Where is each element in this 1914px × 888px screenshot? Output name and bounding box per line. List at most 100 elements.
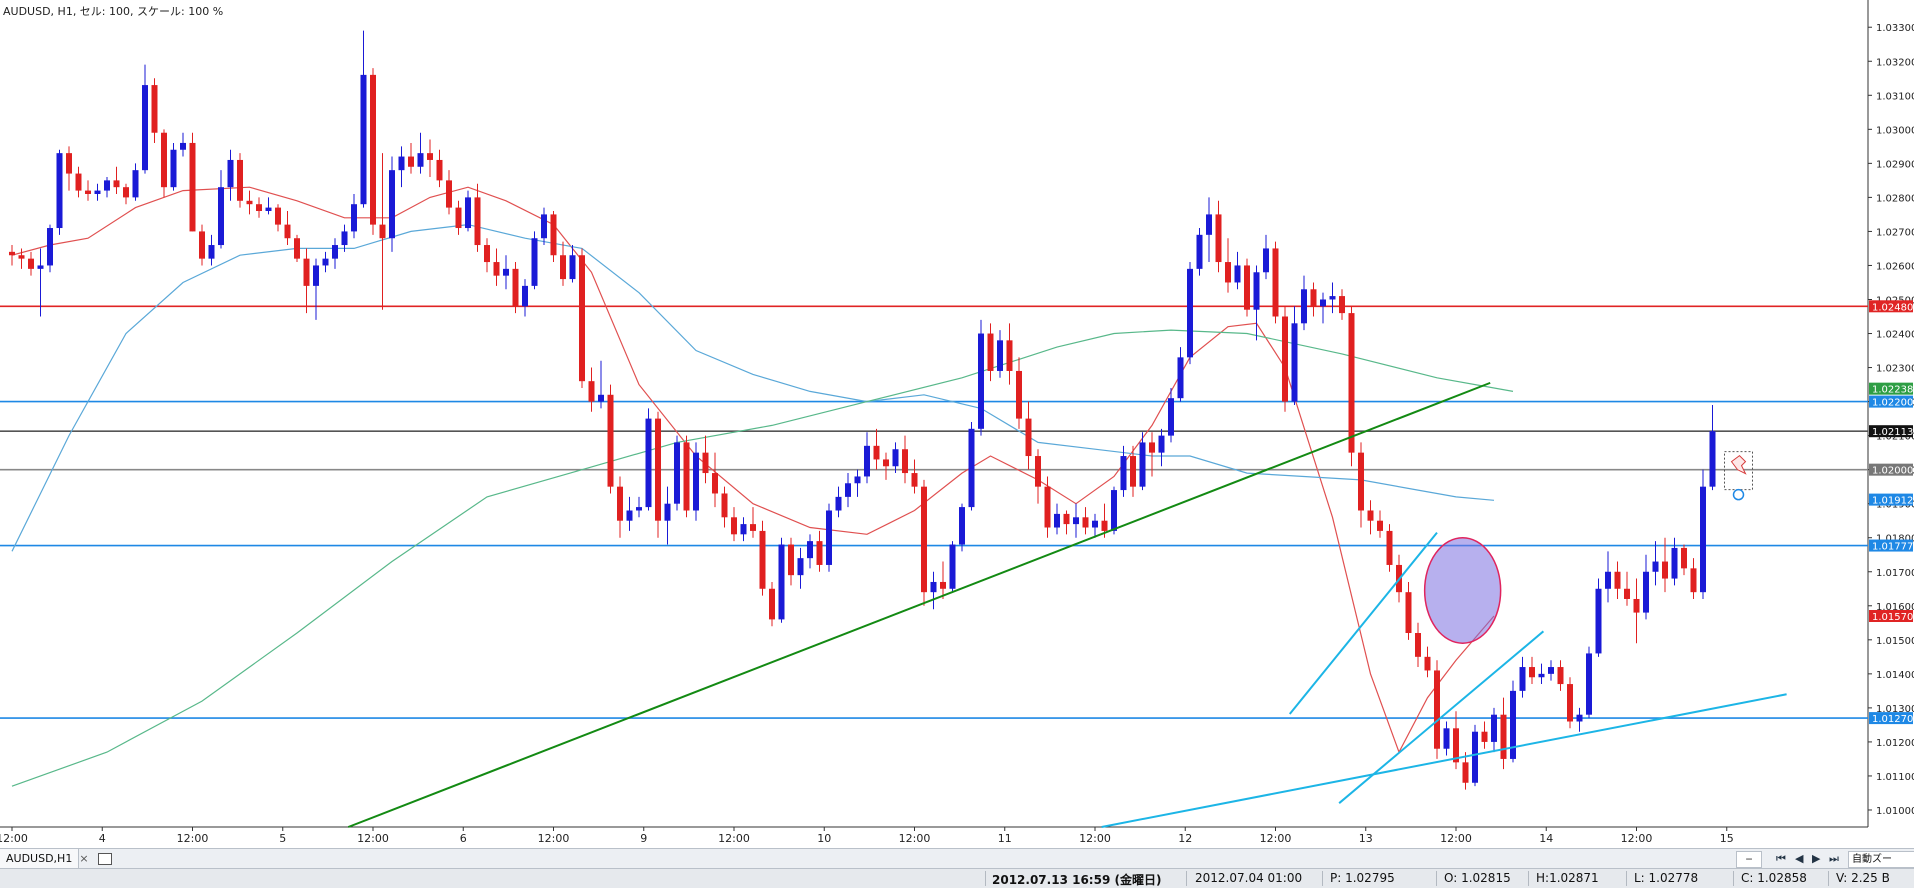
candle-body — [788, 544, 794, 576]
candle-body — [731, 517, 737, 535]
candle-body — [341, 231, 348, 246]
price-tag — [1869, 382, 1913, 395]
trend-line[interactable] — [1101, 693, 1787, 828]
candle-body — [104, 180, 110, 191]
last-page-icon[interactable]: ⏭ — [1829, 852, 1839, 865]
candle-body — [1016, 370, 1022, 419]
chart-canvas[interactable]: 1.01000 1.01100 1.01200 1.01300 1.01400 1.015… — [0, 0, 1914, 848]
prev-page-icon[interactable]: ◀ — [1795, 852, 1804, 865]
candle-body — [1405, 592, 1412, 634]
x-tick-label: 12:00 — [357, 832, 389, 845]
candle-body — [1006, 340, 1013, 371]
candle-body — [588, 381, 595, 402]
candle-body — [1548, 667, 1554, 674]
candle-body — [1462, 762, 1469, 783]
candle-body — [1434, 670, 1440, 749]
candle-body — [1187, 268, 1193, 358]
candle-body — [911, 473, 918, 487]
candle-body — [664, 503, 671, 521]
candle-body — [750, 524, 756, 531]
candle-body — [379, 224, 386, 239]
tab-close-icon[interactable]: × — [79, 852, 89, 865]
x-tick-label: 12:00 — [177, 832, 209, 845]
candle-body — [1082, 517, 1089, 528]
first-page-icon[interactable]: ⏮ — [1776, 852, 1786, 865]
auto-scroll-button[interactable]: 自動ズー — [1848, 851, 1914, 868]
candle-body — [1329, 296, 1336, 300]
status-bar: 2012.07.13 16:59 (金曜日) 2012.07.04 01:00 … — [0, 868, 1914, 888]
price-tag-label: 1.01912 — [1872, 496, 1913, 507]
y-tick-label: 1.01700 — [1876, 568, 1914, 579]
candle-body — [1491, 714, 1497, 742]
candle-body — [360, 74, 367, 205]
y-tick-label: 1.01000 — [1876, 806, 1914, 817]
x-tick-label: 12:00 — [718, 832, 750, 845]
candle-body — [284, 224, 291, 239]
price-tag-label: 1.02480 — [1872, 302, 1913, 313]
price-chart[interactable]: 1.01000 1.01100 1.01200 1.01300 1.01400 1.015… — [0, 0, 1914, 848]
candle-body — [645, 418, 652, 508]
candle-body — [1168, 398, 1174, 436]
x-tick-label: 11 — [998, 832, 1012, 845]
y-tick-label: 1.03100 — [1876, 91, 1914, 102]
zoom-out-button[interactable]: − — [1736, 851, 1762, 868]
candle-body — [180, 142, 186, 150]
candle-body — [1025, 418, 1032, 457]
candle-body — [683, 442, 690, 511]
candle-body — [9, 251, 15, 256]
status-datetime: 2012.07.13 16:59 (金曜日) — [992, 873, 1162, 887]
x-tick-label: 12:00 — [1079, 832, 1111, 845]
x-tick-label: 6 — [460, 832, 467, 845]
candle-body — [883, 459, 889, 467]
candle-body — [1443, 728, 1450, 749]
candle-body — [949, 544, 956, 589]
candle-body — [75, 173, 82, 191]
y-tick-label: 1.02800 — [1876, 193, 1914, 204]
x-tick-label: 12:00 — [1440, 832, 1472, 845]
candle-body — [902, 449, 908, 474]
trend-line[interactable] — [1288, 531, 1438, 715]
candle-body — [1320, 299, 1326, 307]
candle-body — [1234, 265, 1241, 283]
candle-body — [28, 258, 34, 269]
chart-title: AUDUSD, H1, セル: 100, スケール: 100 % — [3, 5, 224, 18]
price-tag-label: 1.01570 — [1872, 612, 1913, 623]
next-page-icon[interactable]: ▶ — [1812, 852, 1821, 865]
candle-body — [1605, 571, 1611, 589]
candle-body — [617, 486, 623, 521]
candle-body — [85, 190, 91, 194]
candle-body — [626, 510, 633, 521]
highlight-circle[interactable] — [1423, 536, 1502, 644]
status-bar-time: 2012.07.04 01:00 — [1195, 871, 1303, 885]
candle-body — [1310, 289, 1317, 307]
candle-body — [826, 510, 832, 565]
y-tick-label: 1.02400 — [1876, 330, 1914, 341]
candle-body — [265, 207, 272, 212]
order-handle-icon[interactable] — [1732, 488, 1745, 501]
moving-average-line — [11, 329, 1514, 787]
candle-body — [275, 207, 281, 225]
candle-body — [1263, 248, 1269, 273]
candle-body — [1291, 323, 1298, 402]
candle-body — [978, 333, 984, 429]
trend-line[interactable] — [347, 381, 1491, 828]
candle-body — [1272, 248, 1279, 317]
candle-body — [113, 180, 120, 188]
candle-body — [769, 588, 775, 620]
price-tag-label: 1.01270 — [1872, 714, 1913, 725]
status-high: H:1.02871 — [1536, 871, 1599, 885]
x-tick-label: 12:00 — [0, 832, 28, 845]
price-tag-label: 1.01777 — [1872, 542, 1913, 553]
y-tick-label: 1.01500 — [1876, 636, 1914, 647]
candle-body — [531, 238, 538, 286]
tab-audusd-h1[interactable]: AUDUSD,H1 — [0, 849, 80, 869]
candle-body — [712, 473, 718, 494]
y-tick-label: 1.01400 — [1876, 670, 1914, 681]
window-icon[interactable] — [98, 853, 112, 865]
candle-body — [427, 153, 433, 160]
status-volume: V: 2.25 B — [1836, 871, 1890, 885]
candle-body — [1358, 452, 1364, 511]
candle-body — [484, 245, 490, 263]
candle-body — [94, 190, 101, 194]
x-tick-label: 5 — [279, 832, 286, 845]
